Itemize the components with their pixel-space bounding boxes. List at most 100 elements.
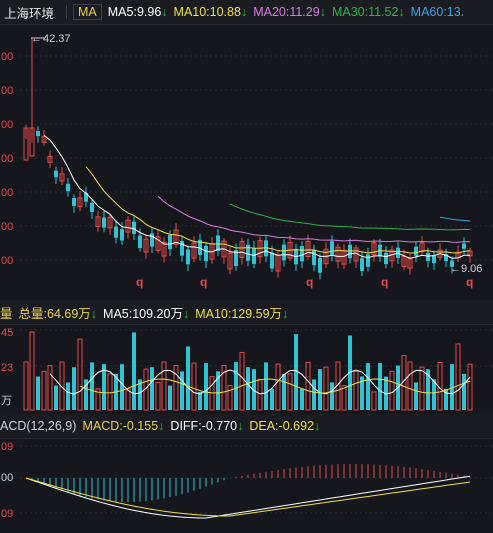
- candle-body: [41, 136, 47, 143]
- candle-body: [161, 241, 167, 257]
- macd-lines: [25, 475, 471, 519]
- volume-bar: [312, 379, 316, 410]
- volume-bar: [161, 361, 167, 411]
- candle-body: [29, 127, 35, 157]
- down-arrow-icon: ↓: [237, 419, 244, 433]
- volume-axis-label: 23: [1, 362, 13, 374]
- candle-body: [239, 240, 245, 258]
- ma60-line: [439, 216, 471, 222]
- candle-body: [227, 252, 233, 270]
- volume-bar: [282, 373, 286, 410]
- volume-bar: [36, 376, 40, 410]
- volume-bar: [198, 391, 202, 410]
- volume-bar: [95, 388, 101, 411]
- candle-body: [282, 244, 286, 261]
- candle-body: [168, 235, 172, 250]
- volume-chart[interactable]: 45 23 万: [0, 324, 493, 414]
- dea-value: DEA:-0.692↓: [249, 419, 321, 433]
- volume-bar: [191, 362, 197, 411]
- volume-bar: [360, 376, 364, 410]
- volume-bar: [186, 346, 190, 410]
- q-marker: q: [381, 275, 388, 289]
- candle-body: [270, 252, 274, 269]
- candle-body: [54, 170, 58, 178]
- high-price-annotation: ← 42.37: [31, 33, 71, 45]
- low-price-annotation: ← 9.06: [450, 263, 482, 275]
- candle-body: [72, 198, 76, 206]
- candle-body: [198, 239, 202, 255]
- candlestick-chart[interactable]: 00 00 00 00 00 00 00 ← 42.37 ← 9.06 q q q q q: [0, 24, 493, 300]
- volume-bar: [132, 332, 136, 410]
- candle-body: [120, 229, 124, 241]
- candle-body: [384, 252, 388, 265]
- volume-bar: [270, 388, 274, 410]
- down-arrow-icon: ↓: [182, 306, 190, 321]
- volume-bar: [150, 367, 154, 410]
- volume-bar: [107, 373, 113, 411]
- volume-bar: [414, 382, 418, 410]
- candle-body: [462, 243, 466, 249]
- volume-bar: [90, 362, 94, 410]
- volume-bar: [120, 364, 124, 410]
- volume-bar: [341, 385, 347, 411]
- q-markers: q q q q q: [136, 275, 473, 289]
- volume-bar: [407, 361, 413, 411]
- macd-label: ACD(12,26,9): [0, 419, 77, 433]
- candle-body: [186, 249, 190, 265]
- ma-toggle-button[interactable]: MA: [73, 4, 102, 20]
- candle-body: [125, 219, 131, 233]
- divider: [66, 5, 68, 19]
- candle-body: [432, 255, 436, 264]
- price-grid: [20, 55, 493, 261]
- high-arrow-icon: ←: [31, 33, 42, 45]
- volume-bar: [384, 376, 388, 410]
- candle-body: [77, 197, 83, 207]
- candle-body: [84, 192, 88, 202]
- volume-bar: [77, 338, 83, 411]
- volume-indicator-bar: 量 总量:64.69万↓ MA5:109.20万↓ MA10:129.59万↓: [0, 300, 493, 325]
- volume-bar: [252, 369, 256, 410]
- down-arrow-icon: ↓: [240, 5, 248, 19]
- price-axis-label: 00: [1, 255, 13, 267]
- candle-body: [132, 221, 136, 234]
- volume-bar: [72, 367, 76, 410]
- diff-value: DIFF:-0.770↓: [170, 419, 244, 433]
- candle-body: [204, 245, 208, 262]
- volume-bar: [239, 351, 245, 411]
- volume-bar: [305, 361, 311, 411]
- candle-body: [467, 250, 473, 257]
- volume-bar: [168, 385, 172, 410]
- dea-line: [25, 477, 471, 517]
- low-price-label: 9.06: [461, 263, 482, 275]
- volume-unit-label: 万: [1, 395, 12, 407]
- ma5-line: [43, 134, 471, 259]
- down-arrow-icon: ↓: [398, 5, 405, 19]
- price-axis-label: 00: [1, 51, 13, 63]
- candle-body: [155, 236, 161, 251]
- down-arrow-icon: ↓: [158, 419, 165, 433]
- volume-bar: [66, 382, 70, 410]
- ma10-value: MA10:10.88↓: [173, 5, 248, 19]
- candle-body: [366, 254, 370, 267]
- ma20-line: [157, 195, 471, 243]
- low-arrow-icon: ←: [450, 263, 461, 275]
- volume-bar: [450, 364, 454, 410]
- volume-bar: [318, 369, 322, 410]
- candle-body: [102, 217, 106, 228]
- volume-bar: [47, 364, 53, 411]
- candle-body: [444, 254, 448, 262]
- volume-ma10: MA10:129.59万↓: [195, 306, 289, 321]
- macd-axis-label: 00: [1, 472, 13, 484]
- volume-bar: [353, 370, 359, 411]
- diff-line: [25, 475, 471, 519]
- candle-body: [419, 242, 425, 253]
- volume-bar: [330, 382, 334, 410]
- macd-indicator-bar: ACD(12,26,9) MACD:-0.155↓ DIFF:-0.770↓ D…: [0, 414, 493, 439]
- volume-bar: [41, 370, 47, 411]
- price-axis-label: 00: [1, 187, 13, 199]
- volume-bar: [389, 370, 395, 411]
- candle-body: [234, 250, 238, 267]
- macd-value: MACD:-0.155↓: [82, 419, 165, 433]
- volume-bar: [59, 361, 65, 411]
- macd-chart[interactable]: 09 00 09: [0, 438, 493, 533]
